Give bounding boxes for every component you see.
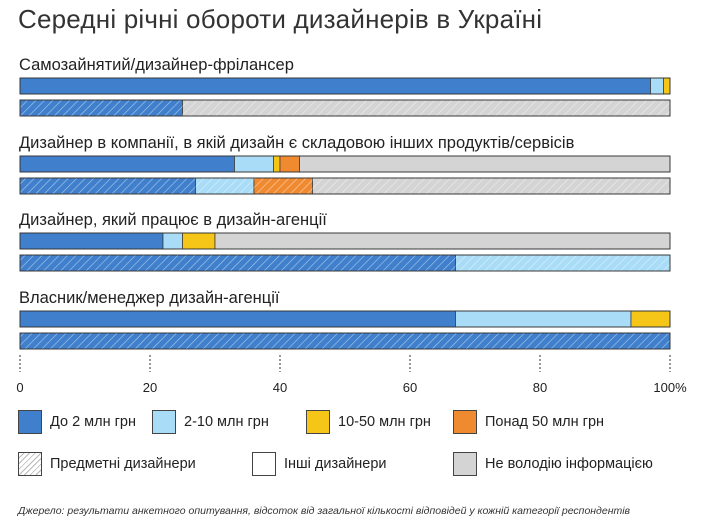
legend-subject-designers: Предметні дизайнери xyxy=(18,452,196,476)
bar-segment-hatch xyxy=(182,100,670,116)
x-tick-label: 0 xyxy=(16,380,23,395)
legend-no-info: Не володію інформацією xyxy=(453,452,653,476)
bar-segment xyxy=(214,232,671,250)
bar-outline xyxy=(19,310,671,328)
legend-swatch-10-50m xyxy=(306,410,330,434)
bar-segment-hatch xyxy=(20,100,183,116)
legend-label-up-to-2m: До 2 млн грн xyxy=(50,414,136,430)
bar-segment xyxy=(279,155,300,173)
x-tick-label: 20 xyxy=(143,380,157,395)
source-note: Джерело: результати анкетного опитування… xyxy=(18,505,631,517)
bar-segment xyxy=(663,77,671,95)
legend-swatch-over-50m xyxy=(453,410,477,434)
chart-plot: Самозайнятий/дизайнер-фрілансер Дизайнер … xyxy=(16,56,687,395)
bar-segment xyxy=(19,232,164,250)
legend-swatch-2-10m xyxy=(152,410,176,434)
bar-segment xyxy=(650,77,664,95)
category-label: Дизайнер, який працює в дизайн-агенції xyxy=(19,211,327,229)
bar-segment xyxy=(299,155,671,173)
bar-segment xyxy=(455,310,632,328)
bar-segment-hatch xyxy=(195,178,254,194)
legend-label-2-10m: 2-10 млн грн xyxy=(184,414,269,430)
legend-other-designers: Інші дизайнери xyxy=(252,452,387,476)
bar-segment-hatch xyxy=(20,333,670,349)
bar-segment xyxy=(234,155,274,173)
bar-outline xyxy=(19,232,671,250)
chart-title: Середні річні обороти дизайнерів в Украї… xyxy=(18,4,543,34)
legend-label-10-50m: 10-50 млн грн xyxy=(338,414,431,430)
bar-segment-hatch xyxy=(254,178,313,194)
bar-outline xyxy=(19,99,671,117)
legend-label-over-50m: Понад 50 млн грн xyxy=(485,414,605,430)
legend-label-no-info: Не володію інформацією xyxy=(485,456,653,472)
bar-outline xyxy=(19,77,671,95)
bar-segment xyxy=(19,77,651,95)
bar-outline xyxy=(19,332,671,350)
bar-segment xyxy=(182,232,216,250)
bar-segment xyxy=(19,155,235,173)
bar-segment xyxy=(162,232,183,250)
category-label: Власник/менеджер дизайн-агенції xyxy=(19,289,280,307)
bar-segment xyxy=(273,155,281,173)
category-label: Самозайнятий/дизайнер-фрілансер xyxy=(19,56,294,74)
legend-swatch-no-info xyxy=(453,452,477,476)
x-tick-label: 60 xyxy=(403,380,417,395)
bar-segment-hatch xyxy=(455,255,670,271)
bar-segment-hatch xyxy=(20,255,456,271)
legend-swatch-other-designers xyxy=(252,452,276,476)
bar-segment xyxy=(19,310,456,328)
x-tick-label: 80 xyxy=(533,380,547,395)
bar-segment xyxy=(630,310,671,328)
legend-swatch-subject-designers xyxy=(18,452,42,476)
bar-outline xyxy=(19,254,671,272)
legend-over-50m: Понад 50 млн грн xyxy=(453,410,604,434)
x-tick-label: 40 xyxy=(273,380,287,395)
legend-label-other-designers: Інші дизайнери xyxy=(284,456,387,472)
legend-10-50m: 10-50 млн грн xyxy=(306,410,431,434)
bar-outline xyxy=(19,177,671,195)
bar-outline xyxy=(19,155,671,173)
legend-up-to-2m: До 2 млн грн xyxy=(18,410,136,434)
bar-segment-hatch xyxy=(20,178,196,194)
legend-label-subject-designers: Предметні дизайнери xyxy=(50,456,196,472)
x-tick-label: 100% xyxy=(653,380,687,395)
legend-2-10m: 2-10 млн грн xyxy=(152,410,269,434)
bar-segment-hatch xyxy=(312,178,670,194)
category-label: Дизайнер в компанії, в якій дизайн є скл… xyxy=(19,134,575,152)
legend-swatch-up-to-2m xyxy=(18,410,42,434)
